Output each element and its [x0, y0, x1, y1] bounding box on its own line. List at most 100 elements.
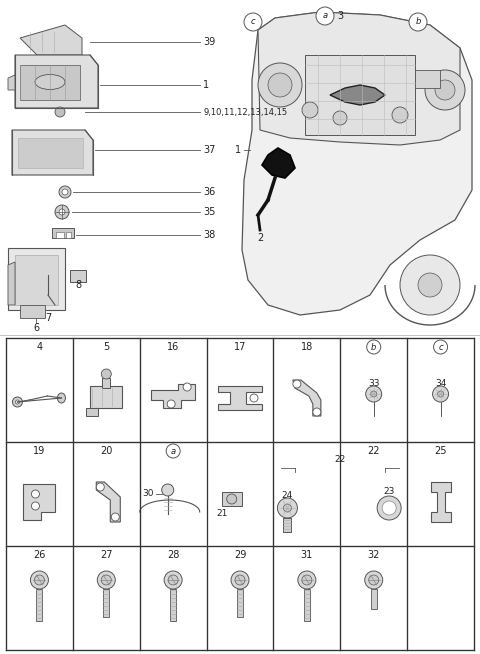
Circle shape [298, 571, 316, 589]
Circle shape [258, 63, 302, 107]
Circle shape [400, 255, 460, 315]
Circle shape [369, 575, 379, 585]
Bar [52, 228, 74, 238]
Circle shape [302, 102, 318, 118]
Circle shape [277, 498, 298, 518]
Circle shape [293, 380, 301, 388]
Text: 1: 1 [235, 145, 241, 155]
Circle shape [438, 391, 444, 397]
Circle shape [366, 386, 382, 402]
Circle shape [35, 575, 45, 585]
Bar [36, 589, 42, 621]
Text: 31: 31 [301, 550, 313, 560]
Text: 28: 28 [167, 550, 180, 560]
Circle shape [30, 571, 48, 589]
Circle shape [166, 444, 180, 458]
Polygon shape [96, 482, 120, 522]
Polygon shape [293, 380, 321, 416]
Ellipse shape [35, 75, 65, 90]
Polygon shape [20, 25, 82, 55]
Text: c: c [251, 18, 255, 27]
Polygon shape [8, 248, 65, 310]
Bar [371, 589, 377, 609]
Circle shape [377, 496, 401, 520]
Ellipse shape [58, 393, 65, 403]
Circle shape [302, 575, 312, 585]
Text: 33: 33 [368, 379, 380, 388]
Text: 17: 17 [234, 342, 246, 352]
Text: 29: 29 [234, 550, 246, 560]
Polygon shape [8, 262, 15, 305]
Bar [304, 589, 310, 621]
Text: 5: 5 [103, 342, 109, 352]
Bar [66, 232, 71, 238]
Circle shape [111, 513, 120, 521]
Text: 38: 38 [203, 230, 215, 240]
Circle shape [268, 73, 292, 97]
Bar [170, 589, 176, 621]
Circle shape [313, 408, 321, 416]
Text: 26: 26 [33, 550, 46, 560]
Circle shape [12, 397, 23, 407]
Circle shape [392, 107, 408, 123]
Circle shape [382, 501, 396, 515]
Circle shape [432, 386, 449, 402]
Circle shape [55, 107, 65, 117]
Text: 36: 36 [203, 187, 215, 197]
Circle shape [371, 391, 377, 397]
Text: c: c [438, 343, 443, 351]
Circle shape [367, 340, 381, 354]
Polygon shape [12, 130, 93, 175]
Text: 21: 21 [216, 509, 228, 519]
Polygon shape [431, 482, 451, 522]
Text: 22: 22 [368, 446, 380, 456]
Circle shape [101, 369, 111, 379]
Bar [283, 518, 291, 532]
Circle shape [168, 575, 178, 585]
Text: 3: 3 [337, 11, 343, 21]
Polygon shape [151, 384, 195, 408]
Circle shape [15, 400, 19, 404]
Polygon shape [15, 255, 58, 305]
Circle shape [316, 7, 334, 25]
Bar [56, 232, 64, 238]
Text: 37: 37 [203, 145, 216, 155]
Circle shape [31, 502, 39, 510]
Polygon shape [262, 148, 295, 178]
Bar [86, 408, 98, 416]
Circle shape [59, 209, 65, 215]
Polygon shape [8, 75, 15, 90]
Text: 34: 34 [435, 379, 446, 388]
Circle shape [167, 400, 175, 408]
Polygon shape [24, 484, 55, 520]
Text: 6: 6 [33, 323, 39, 333]
Circle shape [101, 575, 111, 585]
Circle shape [365, 571, 383, 589]
Text: 19: 19 [33, 446, 46, 456]
Text: 32: 32 [368, 550, 380, 560]
Bar [20, 65, 80, 100]
Circle shape [227, 494, 237, 504]
Bar [103, 589, 109, 617]
Text: 9,10,11,12,13,14,15: 9,10,11,12,13,14,15 [203, 107, 287, 116]
Bar [222, 492, 242, 506]
Circle shape [59, 186, 71, 198]
Circle shape [62, 189, 68, 195]
Text: 1: 1 [203, 80, 209, 90]
Text: 20: 20 [100, 446, 112, 456]
Bar [18, 138, 83, 168]
Circle shape [283, 504, 291, 512]
Bar [305, 55, 415, 135]
Circle shape [97, 571, 115, 589]
Circle shape [333, 111, 347, 125]
Text: 24: 24 [282, 492, 293, 500]
Circle shape [425, 70, 465, 110]
Polygon shape [218, 386, 262, 410]
Circle shape [55, 205, 69, 219]
Bar [415, 70, 440, 88]
Text: 7: 7 [45, 313, 51, 323]
Bar [90, 386, 122, 408]
Text: 4: 4 [36, 342, 43, 352]
Circle shape [231, 571, 249, 589]
Text: 30: 30 [142, 489, 154, 498]
